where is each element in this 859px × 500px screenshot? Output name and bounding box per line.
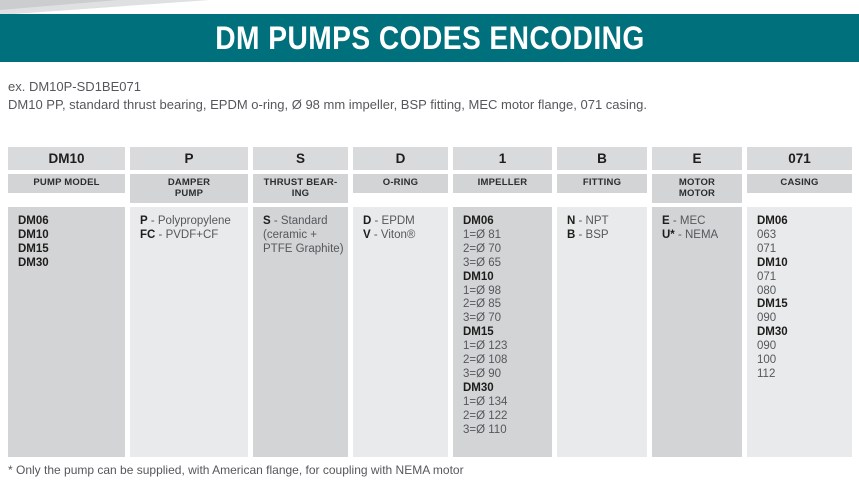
value-line: 3=Ø 65 [463, 256, 502, 269]
value-line: 080 [757, 284, 777, 297]
column-code: 1 [453, 147, 552, 170]
column-code: S [253, 147, 348, 170]
codes-table: DM10 PUMP MODEL DM06 DM10 DM15 DM30 P DAMPER PUM… [8, 147, 852, 457]
column-code: D [353, 147, 448, 170]
value-line: 1=Ø 98 [463, 284, 502, 297]
value-line: 090 [757, 312, 777, 325]
value-line: E - MEC [662, 215, 706, 227]
value-line: 3=Ø 90 [463, 367, 502, 380]
value-line: S - Standard [263, 215, 328, 227]
value-line: DM30 [757, 326, 788, 339]
column-values: S - Standard (ceramic + PTFE Graphite) [253, 207, 348, 457]
column-code: 071 [747, 147, 852, 170]
column-category-label: CASING [747, 174, 852, 193]
column-code: P [130, 147, 248, 170]
value-line: DM15 [757, 298, 788, 311]
column-category-band: MOTOR MOTOR [652, 174, 742, 207]
column-code: DM10 [8, 147, 125, 170]
value-line: DM15 [18, 242, 49, 255]
column-category-band: FITTING [557, 174, 647, 207]
column-category-band: O-RING [353, 174, 448, 207]
column-code: E [652, 147, 742, 170]
column-category-label: MOTOR MOTOR [652, 174, 742, 203]
column-values: P - Polypropylene FC - PVDF+CF [130, 207, 248, 457]
column-category-label: DAMPER PUMP [130, 174, 248, 203]
example-block: ex. DM10P-SD1BE071 DM10 PP, standard thr… [8, 78, 647, 113]
value-line: 1=Ø 134 [463, 395, 508, 408]
example-code: ex. DM10P-SD1BE071 [8, 79, 141, 94]
table-column-b: B FITTING N - NPT B - BSP [557, 147, 647, 457]
column-values: DM06 DM10 DM15 DM30 [8, 207, 125, 457]
table-column-e: E MOTOR MOTOR E - MEC U* - NEMA [652, 147, 742, 457]
column-category-band: THRUST BEAR- ING [253, 174, 348, 207]
value-line: DM06 [18, 215, 49, 227]
value-line: D - EPDM [363, 215, 415, 227]
column-category-band: DAMPER PUMP [130, 174, 248, 207]
value-line: PTFE Graphite) [263, 242, 344, 255]
column-category-label: PUMP MODEL [8, 174, 125, 193]
title-banner: DM PUMPS CODES ENCODING [0, 14, 859, 62]
column-category-label: THRUST BEAR- ING [253, 174, 348, 203]
column-values: DM06 1=Ø 81 2=Ø 70 3=Ø 65 DM10 1=Ø 98 2=Ø 85 3=… [453, 207, 552, 457]
example-description: DM10 PP, standard thrust bearing, EPDM o… [8, 97, 647, 112]
column-category-label: FITTING [557, 174, 647, 193]
value-line: DM10 [757, 256, 788, 269]
value-line: DM10 [18, 228, 49, 241]
column-values: DM06 063 071 DM10 071 080 DM15 090 DM30 090 100 112 [747, 207, 852, 457]
value-line: B - BSP [567, 228, 609, 241]
table-column-s: S THRUST BEAR- ING S - Standard (ceramic + PT… [253, 147, 348, 457]
table-column-1: 1 IMPELLER DM06 1=Ø 81 2=Ø 70 3=Ø 65 DM10 1=Ø 9… [453, 147, 552, 457]
value-line: 090 [757, 340, 777, 353]
value-line: DM06 [463, 215, 494, 227]
table-column-071: 071 CASING DM06 063 071 DM10 071 080 DM15 090 DM30… [747, 147, 852, 457]
value-line: DM10 [463, 270, 494, 283]
column-category-label: O-RING [353, 174, 448, 193]
value-line: 100 [757, 354, 777, 367]
column-category-band: PUMP MODEL [8, 174, 125, 207]
value-line: DM06 [757, 215, 788, 227]
footnote: * Only the pump can be supplied, with Am… [8, 463, 464, 477]
table-column-dm10: DM10 PUMP MODEL DM06 DM10 DM15 DM30 [8, 147, 125, 457]
value-line: DM30 [18, 256, 49, 269]
value-line: 2=Ø 85 [463, 298, 502, 311]
value-line: 3=Ø 110 [463, 423, 507, 436]
column-category-band: IMPELLER [453, 174, 552, 207]
table-column-p: P DAMPER PUMP P - Polypropylene FC - PVDF+CF [130, 147, 248, 457]
value-line: 071 [757, 270, 777, 283]
value-line: 2=Ø 122 [463, 409, 508, 422]
value-line: 2=Ø 108 [463, 354, 508, 367]
value-line: 063 [757, 228, 777, 241]
column-values: D - EPDM V - Viton® [353, 207, 448, 457]
column-values: N - NPT B - BSP [557, 207, 647, 457]
value-line: (ceramic + [263, 228, 317, 241]
column-category-band: CASING [747, 174, 852, 207]
column-category-label: IMPELLER [453, 174, 552, 193]
value-line: V - Viton® [363, 228, 416, 241]
page-title: DM PUMPS CODES ENCODING [214, 19, 645, 56]
value-line: 112 [757, 367, 776, 380]
value-line: DM30 [463, 381, 494, 394]
column-values: E - MEC U* - NEMA [652, 207, 742, 457]
value-line: DM15 [463, 326, 494, 339]
value-line: 071 [757, 242, 777, 255]
value-line: FC - PVDF+CF [140, 228, 219, 241]
value-line: P - Polypropylene [140, 215, 231, 227]
value-line: U* - NEMA [662, 228, 719, 241]
value-line: 3=Ø 70 [463, 312, 502, 325]
value-line: 1=Ø 123 [463, 340, 508, 353]
value-line: 1=Ø 81 [463, 228, 502, 241]
column-code: B [557, 147, 647, 170]
value-line: N - NPT [567, 215, 609, 227]
value-line: 2=Ø 70 [463, 242, 502, 255]
table-column-d: D O-RING D - EPDM V - Viton® [353, 147, 448, 457]
